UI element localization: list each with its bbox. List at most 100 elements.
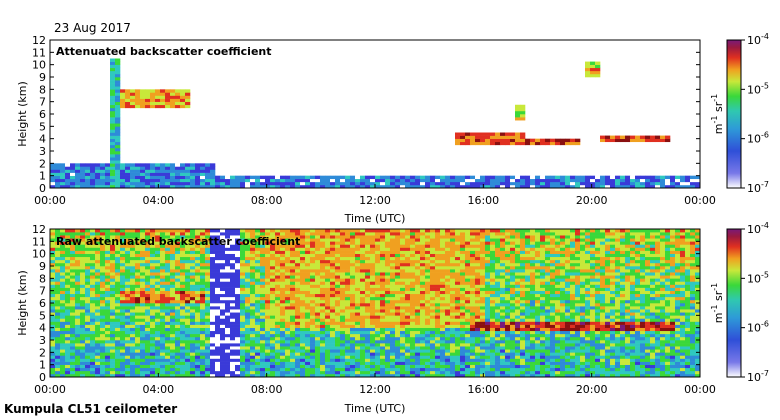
heatmap-cell [60, 284, 66, 288]
heatmap-cell [395, 275, 401, 279]
heatmap-cell [515, 138, 521, 143]
heatmap-cell [420, 321, 426, 325]
heatmap-cell [330, 259, 336, 264]
heatmap-cell [175, 169, 181, 173]
heatmap-cell [180, 244, 186, 248]
heatmap-cell [90, 333, 96, 338]
heatmap-cell [420, 256, 426, 261]
heatmap-cell [355, 281, 361, 285]
heatmap-cell [200, 275, 206, 279]
heatmap-cell [305, 241, 311, 245]
heatmap-cell [350, 272, 356, 276]
heatmap-cell [95, 343, 101, 347]
heatmap-cell [215, 281, 221, 285]
heatmap-cell [365, 343, 371, 347]
heatmap-cell [275, 293, 281, 298]
heatmap-cell [350, 235, 356, 239]
heatmap-cell [405, 296, 411, 301]
heatmap-cell [270, 232, 276, 236]
heatmap-cell [120, 163, 126, 167]
heatmap-cell [240, 275, 246, 279]
heatmap-cell [285, 250, 291, 254]
heatmap-cell [150, 178, 156, 183]
heatmap-cell [310, 321, 316, 325]
heatmap-cell [390, 181, 396, 186]
heatmap-cell [390, 327, 396, 332]
heatmap-cell [500, 178, 506, 183]
heatmap-cell [215, 324, 221, 328]
heatmap-cell [120, 312, 126, 316]
heatmap-cell [390, 370, 396, 375]
heatmap-cell [430, 175, 436, 180]
heatmap-cell [230, 184, 236, 189]
heatmap-cell [230, 324, 236, 328]
heatmap-cell [105, 178, 111, 183]
heatmap-cell [365, 352, 371, 356]
heatmap-cell [385, 364, 391, 369]
heatmap-cell [95, 181, 101, 186]
heatmap-cell [240, 262, 246, 267]
heatmap-cell [195, 367, 201, 372]
heatmap-cell [400, 178, 406, 183]
heatmap-cell [165, 336, 171, 341]
heatmap-cell [265, 178, 271, 183]
heatmap-cell [180, 278, 186, 282]
heatmap-cell [405, 361, 411, 365]
heatmap-cell [475, 135, 481, 139]
heatmap-cell [140, 299, 146, 304]
heatmap-cell [150, 318, 156, 322]
heatmap-cell [695, 181, 701, 186]
heatmap-cell [245, 336, 251, 341]
heatmap-cell [375, 340, 381, 344]
heatmap-cell [240, 373, 246, 378]
heatmap-cell [85, 330, 91, 335]
heatmap-cell [315, 361, 321, 365]
heatmap-cell [175, 278, 181, 282]
heatmap-cell [385, 278, 391, 282]
heatmap-cell [255, 229, 261, 233]
heatmap-cell [345, 315, 351, 319]
heatmap-cell [50, 346, 56, 350]
heatmap-cell [460, 281, 466, 285]
heatmap-cell [370, 364, 376, 369]
heatmap-cell [350, 330, 356, 335]
heatmap-cell [335, 250, 341, 254]
heatmap-cell [225, 370, 231, 375]
heatmap-cell [330, 340, 336, 344]
heatmap-cell [105, 361, 111, 365]
heatmap-cell [530, 175, 536, 180]
heatmap-cell [225, 247, 231, 251]
heatmap-cell [60, 367, 66, 372]
heatmap-cell [225, 296, 231, 301]
heatmap-cell [210, 262, 216, 267]
heatmap-cell [65, 169, 71, 173]
heatmap-cell [440, 349, 446, 353]
heatmap-cell [450, 181, 456, 186]
heatmap-cell [255, 256, 261, 261]
heatmap-cell [140, 373, 146, 378]
heatmap-cell [70, 184, 76, 189]
heatmap-cell [570, 138, 576, 143]
heatmap-cell [270, 318, 276, 322]
heatmap-cell [430, 238, 436, 242]
heatmap-cell [500, 135, 506, 139]
heatmap-cell [90, 169, 96, 173]
heatmap-cell [270, 241, 276, 245]
heatmap-cell [365, 349, 371, 353]
heatmap-cell [155, 333, 161, 338]
heatmap-cell [55, 229, 61, 233]
heatmap-cell [135, 290, 141, 295]
heatmap-cell [200, 336, 206, 341]
heatmap-cell [240, 253, 246, 258]
heatmap-cell [120, 101, 126, 106]
heatmap-cell [145, 253, 151, 258]
heatmap-cell [240, 315, 246, 319]
heatmap-cell [240, 370, 246, 375]
heatmap-cell [380, 309, 386, 313]
heatmap-cell [190, 278, 196, 282]
heatmap-cell [205, 256, 211, 261]
heatmap-cell [85, 172, 91, 176]
heatmap-cell [85, 306, 91, 310]
heatmap-cell [505, 141, 511, 146]
heatmap-cell [295, 330, 301, 335]
